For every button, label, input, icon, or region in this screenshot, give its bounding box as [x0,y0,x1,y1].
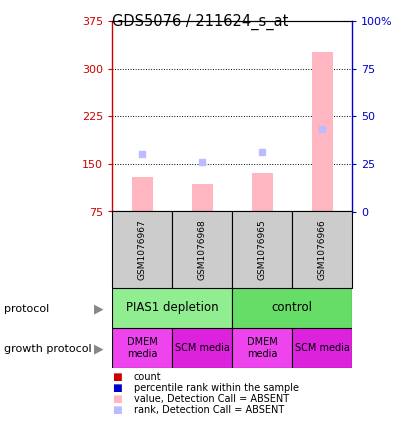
Text: ▶: ▶ [94,302,104,315]
Text: GSM1076968: GSM1076968 [198,219,206,280]
Bar [132,177,152,212]
Bar [312,52,332,212]
Text: DMEM
media: DMEM media [247,337,277,359]
Bar [232,212,292,288]
Bar [172,328,232,368]
Text: GSM1076967: GSM1076967 [138,219,146,280]
Text: GSM1076966: GSM1076966 [318,219,326,280]
Bar [172,212,232,288]
Text: value, Detection Call = ABSENT: value, Detection Call = ABSENT [134,394,289,404]
Bar [192,184,212,212]
Text: rank, Detection Call = ABSENT: rank, Detection Call = ABSENT [134,405,284,415]
Bar [292,328,352,368]
Text: DMEM
media: DMEM media [127,337,157,359]
Text: ■: ■ [112,394,122,404]
Text: protocol: protocol [4,304,49,314]
Text: PIAS1 depletion: PIAS1 depletion [126,301,218,314]
Text: ■: ■ [112,372,122,382]
Bar [232,288,352,328]
Text: ■: ■ [112,405,122,415]
Text: SCM media: SCM media [294,343,350,353]
Text: GDS5076 / 211624_s_at: GDS5076 / 211624_s_at [112,14,288,30]
Text: ■: ■ [112,383,122,393]
Bar [232,328,292,368]
Bar [112,288,232,328]
Text: SCM media: SCM media [174,343,230,353]
Bar [292,212,352,288]
Text: GSM1076965: GSM1076965 [258,219,266,280]
Bar [252,173,272,212]
Text: control: control [272,301,312,314]
Text: percentile rank within the sample: percentile rank within the sample [134,383,299,393]
Text: ▶: ▶ [94,343,104,355]
Text: growth protocol: growth protocol [4,344,92,354]
Bar [112,328,172,368]
Bar [112,212,172,288]
Text: count: count [134,372,162,382]
